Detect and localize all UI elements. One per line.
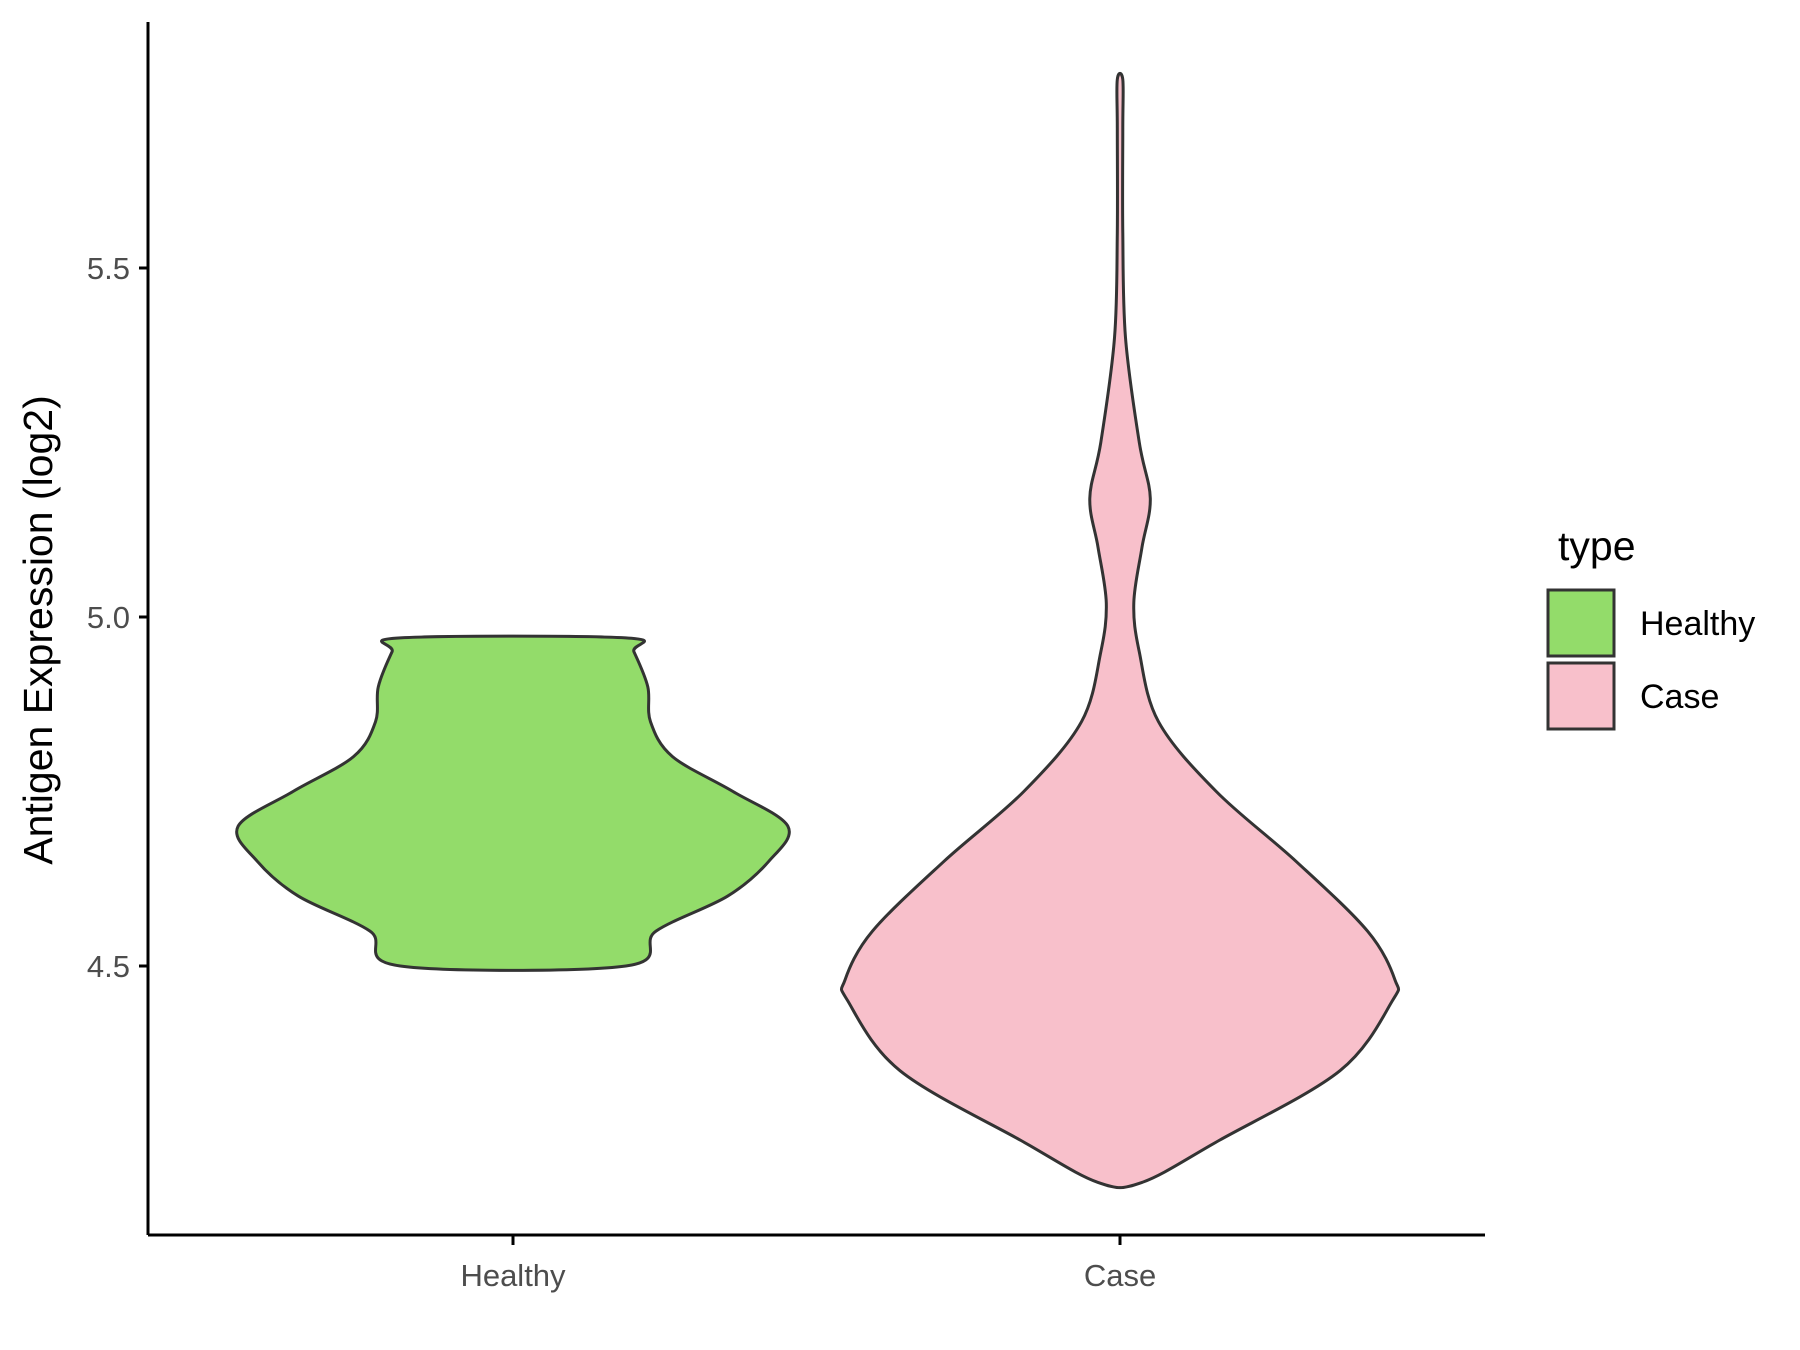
y-ticks: 4.5 5.0 5.5 xyxy=(87,251,148,984)
x-tick-label: Case xyxy=(1084,1258,1156,1293)
x-tick-label: Healthy xyxy=(460,1258,566,1293)
legend-label-case: Case xyxy=(1640,678,1719,716)
y-axis-title: Antigen Expression (log2) xyxy=(15,395,61,864)
legend: type Healthy Case xyxy=(1546,523,1755,731)
legend-key-case xyxy=(1546,661,1616,731)
x-ticks: Healthy Case xyxy=(460,1235,1156,1293)
violin-case xyxy=(839,71,1401,1190)
legend-label-healthy: Healthy xyxy=(1640,605,1755,643)
axes xyxy=(146,22,1485,1237)
y-tick-label: 5.0 xyxy=(87,600,130,635)
violin-healthy xyxy=(235,634,791,972)
y-tick-label: 5.5 xyxy=(87,251,130,286)
legend-key-healthy xyxy=(1546,588,1616,658)
violin-layer xyxy=(235,71,1401,1190)
y-tick-label: 4.5 xyxy=(87,949,130,984)
legend-title: type xyxy=(1558,523,1636,569)
